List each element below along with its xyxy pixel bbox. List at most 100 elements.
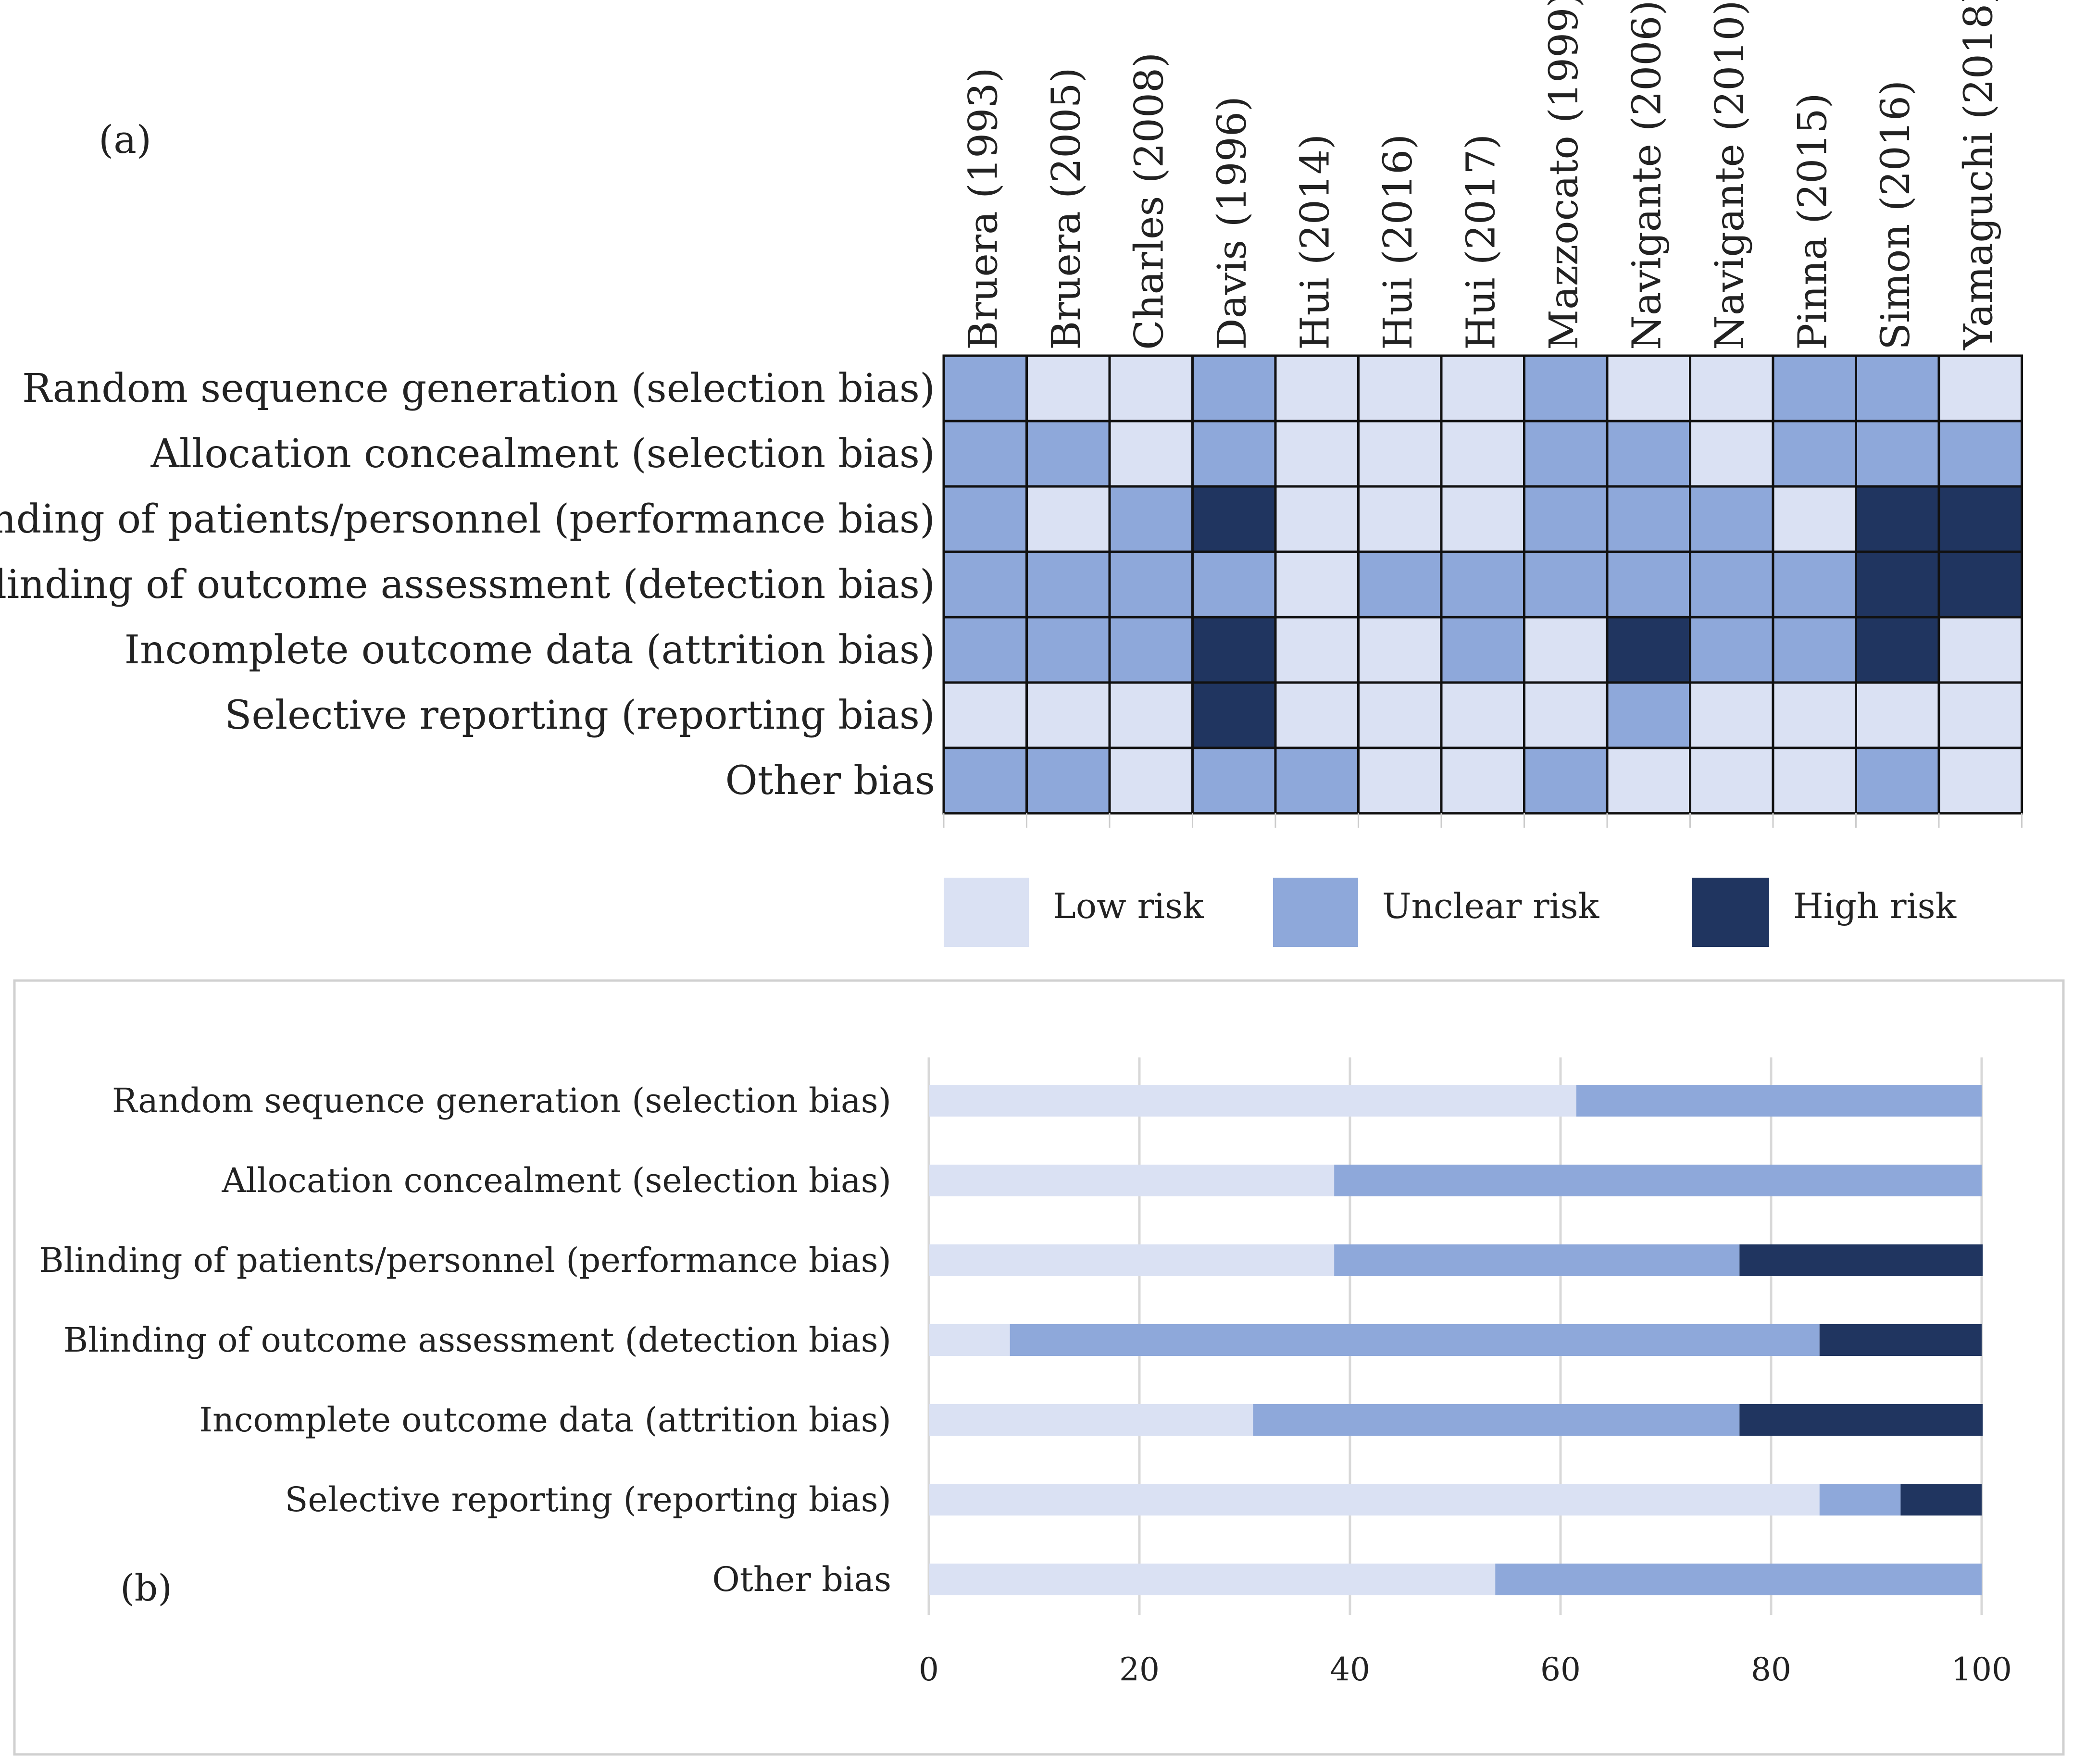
rating-cell xyxy=(1357,485,1443,553)
bar-segment-unclear xyxy=(1576,1085,1982,1117)
bar-segment-low xyxy=(929,1085,1576,1117)
rating-cell xyxy=(1108,354,1194,422)
legend-label-high: High risk xyxy=(1793,886,1957,926)
rating-cell xyxy=(1772,616,1857,684)
rating-cell xyxy=(1937,550,2023,619)
rating-cell xyxy=(1108,681,1194,749)
rating-cell xyxy=(1606,354,1691,422)
bar-segment-unclear xyxy=(1334,1244,1740,1276)
rating-cell xyxy=(1937,681,2023,749)
rating-cell xyxy=(1191,550,1277,619)
bar-segment-low xyxy=(929,1324,1010,1356)
legend-swatch-unclear xyxy=(1273,878,1358,947)
rating-cell xyxy=(1772,550,1857,619)
legend-label-unclear: Unclear risk xyxy=(1382,886,1600,926)
rating-cell xyxy=(1191,681,1277,749)
study-header: Navigante (2010) xyxy=(1707,0,1753,350)
chart-frame xyxy=(13,979,2065,1756)
rating-cell xyxy=(1357,420,1443,488)
rating-cell xyxy=(1440,485,1525,553)
rating-cell xyxy=(1937,420,2023,488)
study-header: Hui (2016) xyxy=(1375,134,1421,350)
panel-b-summary-chart: Random sequence generation (selection bi… xyxy=(13,979,2065,1756)
category-label: Selective reporting (reporting bias) xyxy=(285,1480,891,1519)
study-header: Bruera (1993) xyxy=(961,67,1006,350)
rating-cell xyxy=(1191,354,1277,422)
rating-cell xyxy=(1772,681,1857,749)
bar-segment-high xyxy=(1739,1404,1983,1436)
rating-cell xyxy=(942,746,1028,815)
rating-cell xyxy=(1357,550,1443,619)
domain-labels: Random sequence generation (selection bi… xyxy=(0,366,935,804)
x-tick-label: 100 xyxy=(1951,1651,2012,1688)
x-tick-label: 0 xyxy=(919,1651,939,1688)
rating-cell xyxy=(1440,550,1525,619)
rating-cell xyxy=(1772,485,1857,553)
category-label: Incomplete outcome data (attrition bias) xyxy=(199,1400,891,1440)
bar-segment-low xyxy=(929,1564,1496,1595)
rating-cell xyxy=(1440,354,1525,422)
bar-segment-unclear xyxy=(1819,1484,1901,1516)
rating-cell xyxy=(942,681,1028,749)
rating-grid xyxy=(942,354,2023,828)
legend-swatch-high xyxy=(1692,878,1769,947)
x-tick-label: 20 xyxy=(1119,1651,1160,1688)
rating-cell xyxy=(1772,746,1857,815)
rating-cell xyxy=(1108,746,1194,815)
rating-cell xyxy=(1357,354,1443,422)
rating-cell xyxy=(1855,354,1940,422)
category-label: Allocation concealment (selection bias) xyxy=(221,1161,891,1200)
bar-segment-unclear xyxy=(1253,1404,1740,1436)
rating-cell xyxy=(1855,616,1940,684)
category-label: Blinding of patients/personnel (performa… xyxy=(39,1241,891,1280)
study-header: Hui (2017) xyxy=(1458,134,1504,350)
rating-cell xyxy=(1025,616,1111,684)
study-header: Bruera (2005) xyxy=(1044,67,1089,350)
rating-cell xyxy=(1357,681,1443,749)
rating-cell xyxy=(1440,746,1525,815)
rating-cell xyxy=(1855,485,1940,553)
rating-cell xyxy=(942,485,1028,553)
rating-cell xyxy=(1689,681,1774,749)
study-header: Mazzocato (1999) xyxy=(1541,0,1587,350)
rating-cell xyxy=(1025,550,1111,619)
study-header: Davis (1996) xyxy=(1210,96,1255,350)
rating-cell xyxy=(942,420,1028,488)
rating-cell xyxy=(1855,746,1940,815)
rating-cell xyxy=(1523,681,1609,749)
bar-segment-low xyxy=(929,1244,1335,1276)
rating-cell xyxy=(1274,681,1360,749)
domain-label: Other bias xyxy=(725,758,935,804)
rating-cell xyxy=(1025,746,1111,815)
rating-cell xyxy=(1689,550,1774,619)
domain-label: Blinding of outcome assessment (detectio… xyxy=(0,562,935,608)
rating-cell xyxy=(1523,616,1609,684)
rating-cell xyxy=(1191,616,1277,684)
category-label: Blinding of outcome assessment (detectio… xyxy=(63,1320,891,1360)
x-tick-label: 60 xyxy=(1540,1651,1581,1688)
study-header: Hui (2014) xyxy=(1292,134,1338,350)
rating-cell xyxy=(1025,420,1111,488)
category-label: Random sequence generation (selection bi… xyxy=(112,1081,891,1120)
rating-cell xyxy=(1440,616,1525,684)
rating-cell xyxy=(1523,485,1609,553)
rating-cell xyxy=(1606,550,1691,619)
rating-cell xyxy=(1108,550,1194,619)
bar-segment-low xyxy=(929,1404,1253,1436)
domain-label: Allocation concealment (selection bias) xyxy=(150,431,935,477)
rating-cell xyxy=(1274,746,1360,815)
rating-cell xyxy=(1274,616,1360,684)
rating-cell xyxy=(942,550,1028,619)
bar-segment-high xyxy=(1819,1324,1982,1356)
domain-label: Selective reporting (reporting bias) xyxy=(225,693,935,738)
rating-cell xyxy=(1772,420,1857,488)
rating-cell xyxy=(1274,354,1360,422)
bar-segment-unclear xyxy=(1010,1324,1820,1356)
study-header: Charles (2008) xyxy=(1126,52,1172,350)
rating-cell xyxy=(1937,746,2023,815)
rating-cell xyxy=(1689,420,1774,488)
rating-cell xyxy=(1274,485,1360,553)
rating-cell xyxy=(1274,420,1360,488)
bar-segment-low xyxy=(929,1484,1820,1516)
study-header: Simon (2016) xyxy=(1873,80,1919,350)
